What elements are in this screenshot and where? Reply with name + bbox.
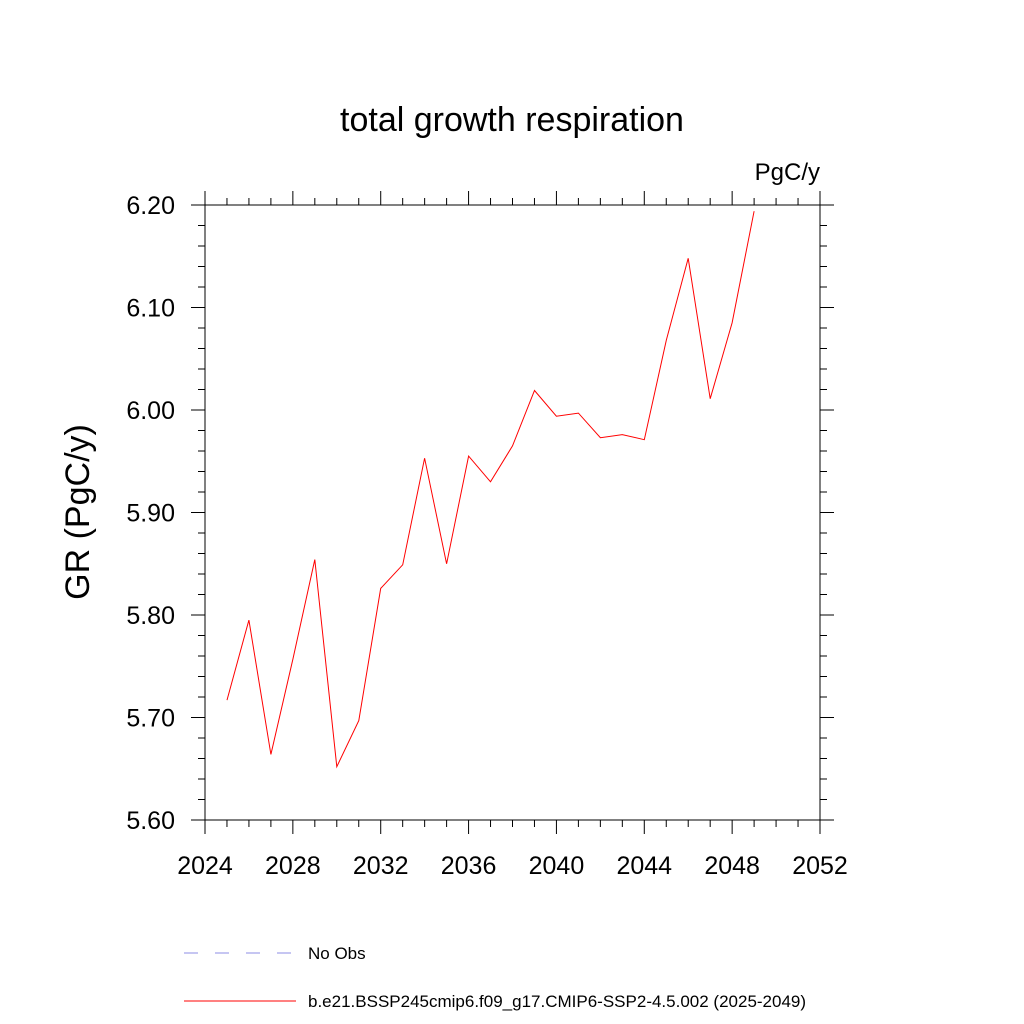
y-tick-label: 6.00 [126, 397, 175, 425]
chart-title: total growth respiration [340, 101, 684, 139]
axis-ticks: 2024 2028 2032 2036 2040 2044 2048 2052 5.60 5.70… [126, 191, 848, 880]
y-tick-label: 5.80 [126, 602, 175, 630]
x-tick-label: 2036 [441, 852, 497, 880]
units-label: PgC/y [755, 159, 820, 186]
y-tick-label: 5.60 [126, 807, 175, 835]
y-tick-label: 5.90 [126, 500, 175, 528]
legend-label-series: b.e21.BSSP245cmip6.f09_g17.CMIP6-SSP2-4.… [308, 992, 806, 1011]
x-tick-label: 2028 [265, 852, 321, 880]
y-tick-label: 6.10 [126, 295, 175, 323]
x-tick-label: 2048 [704, 852, 760, 880]
x-tick-label: 2044 [616, 852, 672, 880]
legend-label-no-obs: No Obs [308, 944, 366, 963]
legend: No Obs b.e21.BSSP245cmip6.f09_g17.CMIP6-… [184, 944, 806, 1011]
x-tick-label: 2040 [529, 852, 585, 880]
y-axis-label: GR (PgC/y) [59, 424, 97, 600]
y-tick-label: 5.70 [126, 705, 175, 733]
x-tick-label: 2032 [353, 852, 409, 880]
y-tick-label: 6.20 [126, 192, 175, 220]
plot-frame [204, 204, 821, 821]
series-line-0 [226, 211, 755, 769]
x-tick-label: 2024 [177, 852, 233, 880]
series-layer [226, 211, 755, 769]
x-tick-label: 2052 [792, 852, 848, 880]
